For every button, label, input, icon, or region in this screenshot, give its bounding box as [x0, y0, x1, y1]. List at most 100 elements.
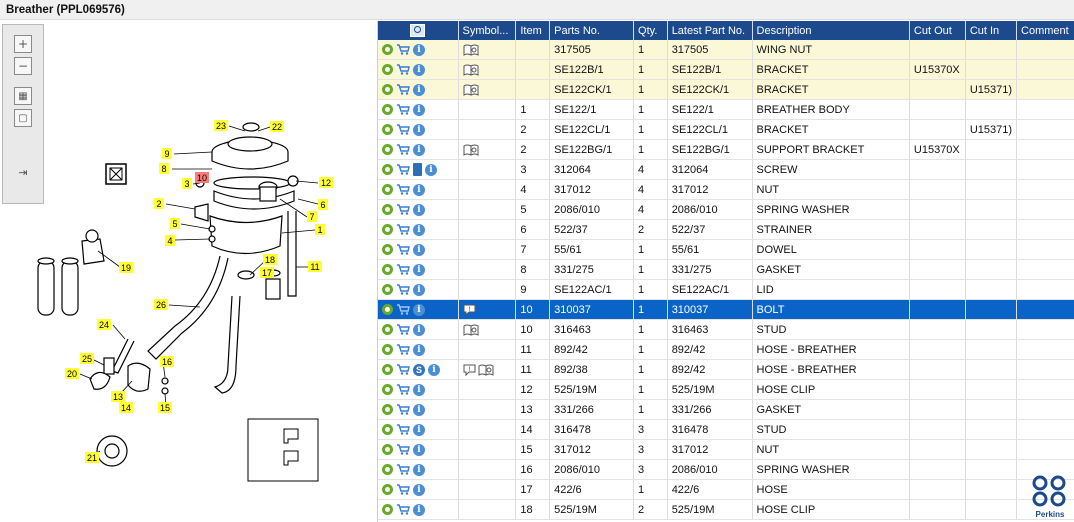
- cart-icon[interactable]: [396, 224, 410, 235]
- gear-icon[interactable]: [382, 184, 393, 196]
- info-icon[interactable]: i: [413, 503, 425, 516]
- symbol-cell[interactable]: [458, 479, 517, 500]
- cart-icon[interactable]: [396, 124, 410, 135]
- callout-25[interactable]: 25: [80, 353, 94, 364]
- gear-icon[interactable]: [382, 264, 393, 276]
- symbol-cell[interactable]: [458, 419, 517, 440]
- callout-7[interactable]: 7: [307, 211, 317, 222]
- symbol-cell[interactable]: [458, 139, 517, 160]
- gear-icon[interactable]: [382, 484, 393, 496]
- table-row[interactable]: i 5 2086/010 4 2086/010 SPRING WASHER: [378, 199, 1074, 220]
- symbol-cell[interactable]: [458, 399, 517, 420]
- gear-icon[interactable]: [382, 144, 393, 156]
- info-icon[interactable]: i: [413, 463, 425, 476]
- gear-icon[interactable]: [382, 124, 393, 136]
- callout-26[interactable]: 26: [154, 299, 168, 310]
- gear-icon[interactable]: [382, 304, 393, 316]
- symbol-cell[interactable]: [458, 59, 517, 80]
- table-row[interactable]: i 17 422/6 1 422/6 HOSE: [378, 479, 1074, 500]
- info-icon[interactable]: i: [413, 143, 425, 156]
- reference-book-icon[interactable]: [463, 84, 479, 96]
- info-icon[interactable]: i: [428, 363, 440, 376]
- symbol-cell[interactable]: [458, 119, 517, 140]
- callout-13[interactable]: 13: [111, 391, 125, 402]
- info-icon[interactable]: i: [413, 343, 425, 356]
- cart-icon[interactable]: [396, 184, 410, 195]
- symbol-cell[interactable]: [458, 219, 517, 240]
- info-icon[interactable]: i: [413, 43, 425, 56]
- info-icon[interactable]: i: [413, 103, 425, 116]
- callout-21[interactable]: 21: [85, 452, 99, 463]
- gear-icon[interactable]: [382, 64, 393, 76]
- callout-1[interactable]: 1: [315, 224, 325, 235]
- symbol-cell[interactable]: [458, 159, 517, 180]
- info-icon[interactable]: i: [413, 123, 425, 136]
- table-row[interactable]: i 12 525/19M 1 525/19M HOSE CLIP: [378, 379, 1074, 400]
- table-row[interactable]: i 13 331/266 1 331/266 GASKET: [378, 399, 1074, 420]
- column-header-comment[interactable]: Comment: [1016, 21, 1074, 40]
- gear-icon[interactable]: [382, 384, 393, 396]
- column-header-parts-no[interactable]: Parts No.: [549, 21, 635, 40]
- cart-icon[interactable]: [396, 344, 410, 355]
- cart-icon[interactable]: [396, 284, 410, 295]
- gear-icon[interactable]: [382, 464, 393, 476]
- symbol-cell[interactable]: [458, 79, 517, 100]
- table-row[interactable]: i 14 316478 3 316478 STUD: [378, 419, 1074, 440]
- callout-23[interactable]: 23: [214, 120, 228, 131]
- info-icon[interactable]: i: [413, 303, 425, 316]
- note-icon[interactable]: !: [463, 304, 476, 316]
- gear-icon[interactable]: [382, 424, 393, 436]
- table-row[interactable]: i 9 SE122AC/1 1 SE122AC/1 LID: [378, 279, 1074, 300]
- column-header-qty[interactable]: Qty.: [633, 21, 668, 40]
- callout-3[interactable]: 3: [182, 178, 192, 189]
- column-header-description[interactable]: Description: [752, 21, 910, 40]
- symbol-cell[interactable]: !: [458, 299, 517, 320]
- cart-icon[interactable]: [396, 444, 410, 455]
- column-header-latest-part-no[interactable]: Latest Part No.: [667, 21, 753, 40]
- cart-icon[interactable]: [396, 364, 410, 375]
- filter-header-cell[interactable]: [378, 21, 459, 40]
- table-row[interactable]: i SE122B/1 1 SE122B/1 BRACKET U15370X: [378, 59, 1074, 80]
- callout-9[interactable]: 9: [162, 148, 172, 159]
- cart-icon[interactable]: [396, 304, 410, 315]
- symbol-cell[interactable]: [458, 439, 517, 460]
- callout-11[interactable]: 11: [308, 261, 322, 272]
- gear-icon[interactable]: [382, 284, 393, 296]
- fit-page-button[interactable]: ▢: [14, 109, 32, 127]
- callout-5[interactable]: 5: [170, 218, 180, 229]
- callout-4[interactable]: 4: [165, 235, 175, 246]
- cart-icon[interactable]: [396, 164, 410, 175]
- table-row[interactable]: i 11 892/42 1 892/42 HOSE - BREATHER: [378, 339, 1074, 360]
- filter-search-icon[interactable]: [410, 24, 426, 37]
- callout-2[interactable]: 2: [154, 198, 164, 209]
- cart-icon[interactable]: [396, 84, 410, 95]
- symbol-cell[interactable]: [458, 379, 517, 400]
- column-header-symbol[interactable]: Symbol...: [458, 21, 517, 40]
- column-header-cut-in[interactable]: Cut In: [965, 21, 1018, 40]
- callout-12[interactable]: 12: [319, 177, 333, 188]
- info-icon[interactable]: i: [413, 483, 425, 496]
- callout-15[interactable]: 15: [158, 402, 172, 413]
- symbol-cell[interactable]: [458, 99, 517, 120]
- reference-book-icon[interactable]: [463, 324, 479, 336]
- table-row[interactable]: i SE122CK/1 1 SE122CK/1 BRACKET U15371): [378, 79, 1074, 100]
- cart-icon[interactable]: [396, 144, 410, 155]
- book-icon[interactable]: [413, 163, 422, 176]
- info-icon[interactable]: i: [413, 63, 425, 76]
- symbol-cell[interactable]: [458, 40, 517, 60]
- gear-icon[interactable]: [382, 44, 393, 56]
- gear-icon[interactable]: [382, 364, 393, 376]
- info-icon[interactable]: i: [413, 243, 425, 256]
- cart-icon[interactable]: [396, 504, 410, 515]
- table-row[interactable]: i 18 525/19M 2 525/19M HOSE CLIP: [378, 499, 1074, 520]
- note-icon[interactable]: !: [463, 364, 476, 376]
- reference-book-icon[interactable]: [478, 364, 494, 376]
- info-icon[interactable]: i: [413, 183, 425, 196]
- callout-24[interactable]: 24: [97, 319, 111, 330]
- table-row[interactable]: i 8 331/275 1 331/275 GASKET: [378, 259, 1074, 280]
- cart-icon[interactable]: [396, 324, 410, 335]
- symbol-cell[interactable]: [458, 179, 517, 200]
- table-row[interactable]: i 10 316463 1 316463 STUD: [378, 319, 1074, 340]
- callout-16[interactable]: 16: [160, 356, 174, 367]
- gear-icon[interactable]: [382, 504, 393, 516]
